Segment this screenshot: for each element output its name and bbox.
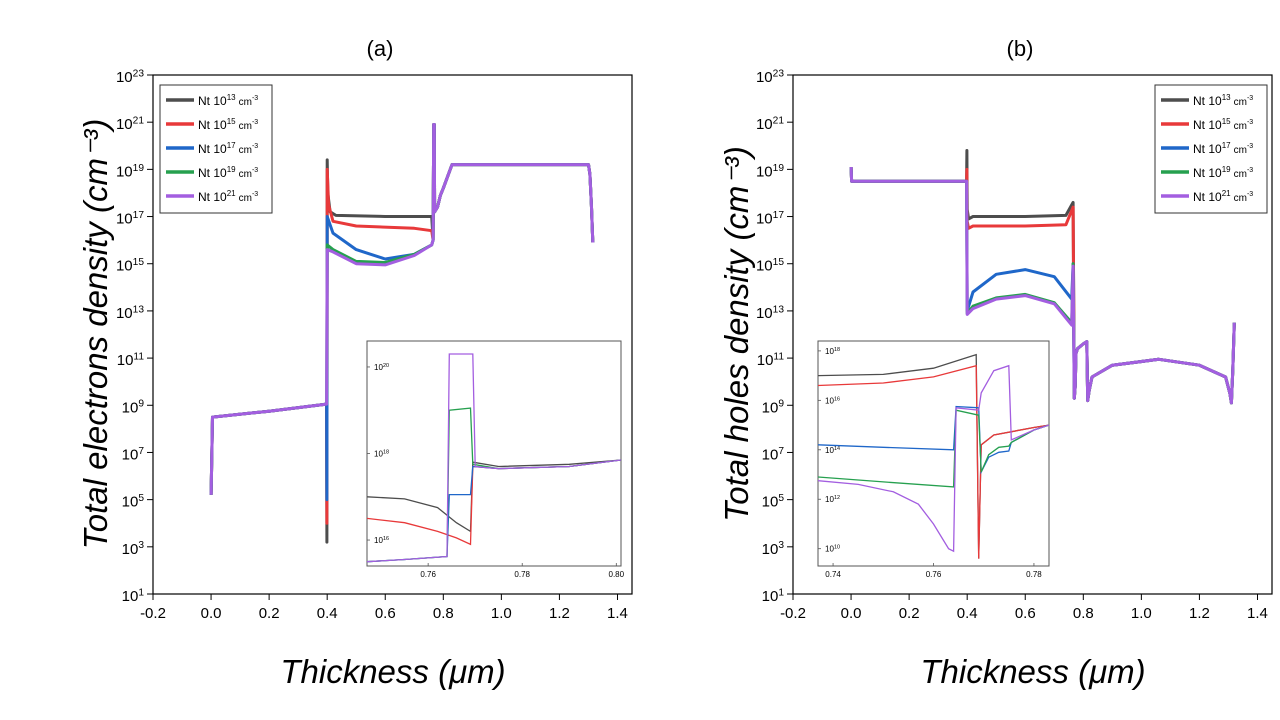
inset-series-group [367,353,621,563]
inset-series-line [367,353,621,563]
legend-entry-nt15: Nt 1015 cm-3 [198,117,258,132]
y-tick-label: 1015 [756,257,784,275]
chart-title: (b) [1007,36,1034,61]
x-tick-label: 0.6 [1015,605,1036,622]
x-axis-label: Thickness (μm) [280,653,505,690]
x-tick-label: 0.0 [841,605,862,622]
legend-entry-nt21: Nt 1021 cm-3 [198,189,258,204]
x-tick-label: 0.8 [433,605,454,622]
inset-frame [817,340,1050,567]
legend: Nt 1013 cm-3 Nt 1015 cm-3 Nt 1017 cm-3 Nt 1019… [159,84,273,214]
x-tick-label: 1.2 [1189,605,1210,622]
y-tick-label: 109 [762,399,785,417]
series-line-nt21 [849,166,1236,405]
inset-y-tick-label: 1012 [825,495,840,504]
x-tick-label: 0.2 [259,605,280,622]
x-tick-label: 1.2 [549,605,570,622]
x-tick-label: 1.4 [1247,605,1268,622]
legend-entry-nt15: Nt 1015 cm-3 [1193,117,1253,132]
chart-panel-a: (a) -0.2 0.0 0.2 0.4 0.6 0.8 1.0 1.2 1.4 101 103 105… [77,36,633,690]
x-tick-label: 1.0 [491,605,512,622]
x-tick-label: 0.6 [375,605,396,622]
inset-y-tick-label: 1014 [825,446,840,455]
legend-entry-nt13: Nt 1013 cm-3 [198,93,258,108]
x-tick-label: -0.2 [780,605,806,622]
chart-panel-b: (b) -0.2 0.0 0.2 0.4 0.6 0.8 1.0 1.2 1.4 101 103 105… [718,36,1273,690]
inset-frame [366,340,622,567]
inset-x-tick-label: 0.78 [1026,570,1042,579]
y-tick-label: 1023 [116,68,144,86]
inset-x-tick-label: 0.80 [609,570,625,579]
y-tick-label: 107 [762,446,785,464]
plot-frame [152,74,633,595]
chart-title: (a) [367,36,394,61]
y-tick-label: 1013 [756,304,784,322]
legend-entry-nt19: Nt 1019 cm-3 [198,165,258,180]
inset-x-tick-label: 0.74 [825,570,841,579]
y-axis-label: Total holes density (cm⁻³) [718,146,755,522]
legend-entry-nt21: Nt 1021 cm-3 [1193,189,1253,204]
inset-x-tick-label: 0.78 [514,570,530,579]
legend-entry-nt19: Nt 1019 cm-3 [1193,165,1253,180]
inset-series-line [818,409,1049,488]
y-tick-label: 1011 [757,351,785,369]
x-tick-label: 0.4 [957,605,978,622]
y-tick-label: 105 [122,493,145,511]
y-tick-label: 1017 [116,210,144,228]
inset-plot: 0.76 0.78 0.80 1016 1018 1020 [366,340,625,579]
x-tick-label: 0.0 [201,605,222,622]
inset-y-tick-label: 1016 [374,536,389,545]
series-group [849,149,1236,405]
y-tick-label: 103 [122,540,145,558]
x-tick-label: -0.2 [140,605,166,622]
y-tick-label: 101 [762,587,785,605]
x-tick-label: 1.4 [607,605,628,622]
inset-y-tick-label: 1020 [374,363,389,372]
y-tick-label: 1019 [756,163,784,181]
y-tick-label: 1011 [117,351,145,369]
y-tick-label: 109 [122,399,145,417]
x-tick-label: 0.2 [899,605,920,622]
y-tick-label: 1017 [756,210,784,228]
inset-series-line [818,364,1049,553]
inset-y-tick-label: 1016 [825,396,840,405]
x-axis-label: Thickness (μm) [920,653,1145,690]
y-tick-label: 107 [122,446,145,464]
y-axis-label: Total electrons density (cm⁻³) [77,119,114,550]
inset-x-tick-label: 0.76 [420,570,436,579]
y-tick-label: 1015 [116,257,144,275]
y-tick-label: 105 [762,493,785,511]
inset-series-line [818,364,1049,559]
x-tick-label: 0.4 [317,605,338,622]
y-tick-label: 1021 [756,116,784,134]
y-tick-label: 101 [122,587,145,605]
inset-y-tick-label: 1010 [825,545,840,554]
y-tick-label: 1021 [116,116,144,134]
legend: Nt 1013 cm-3 Nt 1015 cm-3 Nt 1017 cm-3 Nt 1019… [1154,84,1268,214]
y-tick-label: 1019 [116,163,144,181]
plot-frame [792,74,1273,595]
y-tick-label: 103 [762,540,785,558]
legend-entry-nt17: Nt 1017 cm-3 [198,141,258,156]
legend-entry-nt13: Nt 1013 cm-3 [1193,93,1253,108]
y-tick-label: 1023 [756,68,784,86]
inset-y-tick-label: 1018 [374,450,389,459]
legend-entry-nt17: Nt 1017 cm-3 [1193,141,1253,156]
inset-plot: 0.74 0.76 0.78 1010 1012 1014 1016 1018 [817,340,1050,579]
inset-y-tick-label: 1018 [825,347,840,356]
x-tick-label: 1.0 [1131,605,1152,622]
y-tick-label: 1013 [116,304,144,322]
inset-series-group [818,353,1049,559]
series-group [209,123,595,544]
series-line-nt21 [209,123,595,495]
inset-x-tick-label: 0.76 [926,570,942,579]
x-tick-label: 0.8 [1073,605,1094,622]
